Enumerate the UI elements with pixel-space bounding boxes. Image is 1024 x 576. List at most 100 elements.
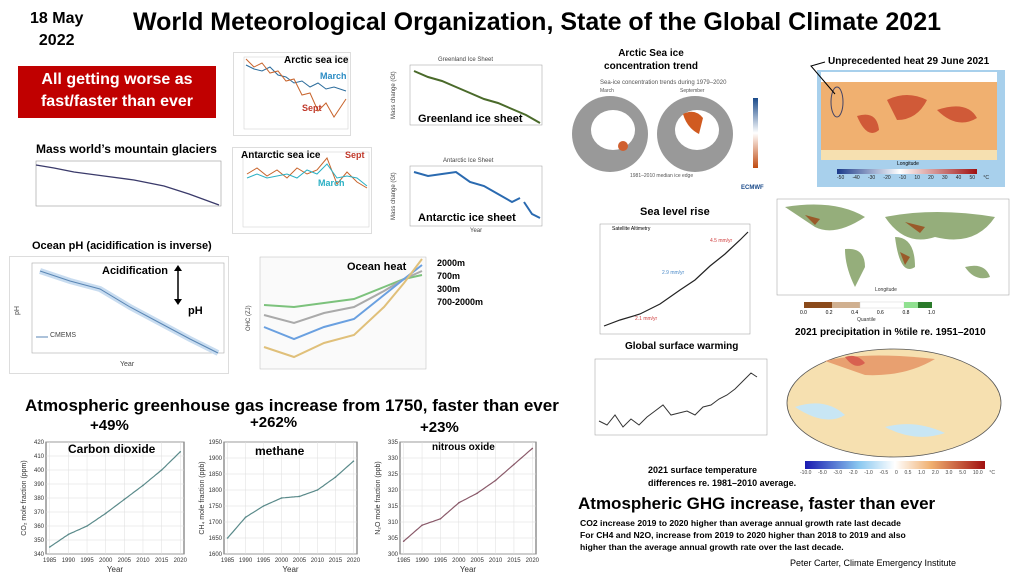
ocean-heat-title: Ocean heat — [347, 261, 407, 273]
arctic-march-label: March — [320, 71, 347, 81]
heat-tick: 50 — [969, 175, 976, 181]
co2-label: Carbon dioxide — [68, 442, 156, 456]
data-point — [226, 537, 229, 539]
y-tick-label: 325 — [388, 472, 399, 478]
arctic-concentration-title: Arctic Sea ice concentration trend — [596, 47, 706, 73]
data-point — [160, 469, 163, 471]
co2-pct: +49% — [90, 417, 129, 434]
ph-xlabel: Year — [120, 361, 135, 368]
data-point — [402, 540, 405, 542]
precipitation-map: Longitude — [775, 197, 1010, 297]
y-tick-label: 1700 — [209, 520, 223, 526]
precipitation-ticks: 0.0 0.2 0.4 0.6 0.8 1.0 — [800, 310, 935, 316]
glaciers-chart — [14, 158, 226, 218]
x-tick-label: 2010 — [136, 558, 150, 564]
arctic-concentration-title-1: Arctic Sea ice — [618, 48, 684, 59]
temp-tick: -3.0 — [833, 470, 843, 476]
y-tick-label: 305 — [388, 536, 399, 542]
precip-tick: 0.2 — [825, 310, 833, 316]
banner: All getting worse as fast/faster than ev… — [18, 66, 216, 118]
data-point — [86, 525, 88, 527]
ch4-pct: +262% — [250, 414, 298, 431]
data-point — [421, 524, 423, 526]
x-tick-label: 2000 — [99, 558, 113, 564]
sea-level-legend: Satellite Altimetry — [612, 226, 651, 232]
data-point — [142, 484, 144, 487]
data-point — [298, 495, 301, 498]
x-tick-label: 1990 — [62, 558, 76, 564]
summary-line2: For CH4 and N2O, increase from 2019 to 2… — [580, 530, 906, 540]
heat-tick: 40 — [955, 175, 962, 181]
co2-chart: 1985 1990 1995 2000 2005 2010 2015 2020 340 350 36… — [21, 440, 188, 574]
precipitation-xlabel: Longitude — [875, 287, 897, 293]
temp-tick: -10.0 — [800, 470, 812, 476]
antarctic-sheet-chart-title: Antarctic Ice Sheet — [443, 158, 494, 164]
surface-temp-ticks: -10.0 -5.0 -3.0 -2.0 -1.0 -0.5 0 0.5 1.0 2.0 3.0 5.… — [800, 470, 995, 476]
y-tick-label: 400 — [34, 468, 45, 474]
y-tick-label: 320 — [388, 488, 399, 494]
x-tick-label: 1995 — [257, 558, 271, 564]
ch4-chart: 1985 1990 1995 2000 2005 2010 2015 2020 1600 1650… — [199, 440, 361, 574]
data-point — [179, 451, 182, 453]
surface-temp-colorbar — [805, 461, 985, 469]
x-tick-label: 2010 — [489, 558, 503, 564]
heat-map: Longitude -50 -40 -30 -20 -10 10 20 30 40 50 °C — [817, 70, 1005, 187]
y-tick-label: 420 — [34, 440, 45, 446]
precip-tick: 0.6 — [876, 310, 884, 316]
data-point — [494, 479, 497, 482]
surface-temp-caption-2: differences re. 1981–2010 average. — [648, 478, 797, 488]
precipitation-colorbar — [804, 301, 932, 309]
precip-tick: 0.4 — [851, 310, 859, 316]
date-line1: 18 May — [30, 10, 84, 27]
banner-line2: fast/faster than ever — [40, 93, 194, 110]
antarctic-sea-ice-title: Antarctic sea ice — [241, 150, 321, 161]
ghg-heading: Atmospheric greenhouse gas increase from… — [25, 396, 559, 415]
glaciers-title: Mass world’s mountain glaciers — [36, 142, 217, 156]
x-tick-label: 2020 — [347, 558, 361, 564]
data-point — [123, 498, 126, 501]
precip-tick: 1.0 — [928, 310, 935, 316]
heat-tick: -30 — [867, 175, 876, 181]
ocean-ph-chart: Acidification pH CMEMS Year pH — [9, 256, 229, 374]
temp-tick: -1.0 — [864, 470, 873, 476]
temp-tick: -5.0 — [818, 470, 827, 476]
x-tick-label: 2005 — [293, 558, 307, 564]
summary-heading: Atmospheric GHG increase, faster than ev… — [578, 494, 936, 513]
x-axis-label: Year — [460, 565, 477, 574]
precipitation-scale-label: Quantile — [857, 317, 876, 323]
x-axis-label: Year — [282, 565, 299, 574]
concentration-september: September — [680, 88, 705, 94]
date: 18 May 2022 — [30, 8, 83, 52]
y-tick-label: 360 — [34, 524, 45, 530]
temp-tick: -0.5 — [879, 470, 889, 476]
antarctic-sept-label: Sept — [345, 150, 365, 160]
x-tick-label: 1985 — [43, 558, 57, 564]
greenland-ylabel: Mass change (Gt) — [391, 71, 397, 119]
heat-title: Unprecedented heat 29 June 2021 — [828, 56, 990, 67]
data-point — [280, 497, 283, 499]
page-title: World Meteorological Organization, State… — [133, 8, 942, 36]
surface-warming-chart — [585, 355, 771, 447]
temp-tick: 0 — [894, 470, 898, 476]
heat-tick: -20 — [883, 175, 891, 181]
temp-tick: 5.0 — [959, 470, 967, 476]
arctic-concentration-maps: Sea-ice concentration trends during 1979… — [565, 78, 773, 200]
temp-tick: 3.0 — [945, 470, 953, 476]
x-tick-label: 1995 — [434, 558, 448, 564]
heat-pointer-arrow — [810, 61, 836, 95]
y-tick-label: 1900 — [209, 456, 223, 462]
ocean-heat-ylabel: OHC (ZJ) — [246, 305, 252, 331]
temp-tick: 10.0 — [972, 470, 983, 476]
acidification-label: Acidification — [102, 265, 169, 277]
y-tick-label: 410 — [34, 454, 45, 460]
y-axis-label: CO₂ mole fraction (ppm) — [21, 460, 28, 535]
series-line — [227, 460, 354, 539]
depth-300m: 300m — [437, 284, 461, 294]
heat-tick: -40 — [852, 175, 860, 181]
x-tick-label: 1990 — [239, 558, 253, 564]
data-point — [352, 460, 355, 462]
concentration-edge: 1981–2010 median ice edge — [630, 173, 694, 179]
greenland-chart: Greenland Ice Sheet Mass change (Gt) Gre… — [388, 55, 546, 132]
data-point — [458, 502, 460, 504]
data-point — [262, 505, 265, 507]
